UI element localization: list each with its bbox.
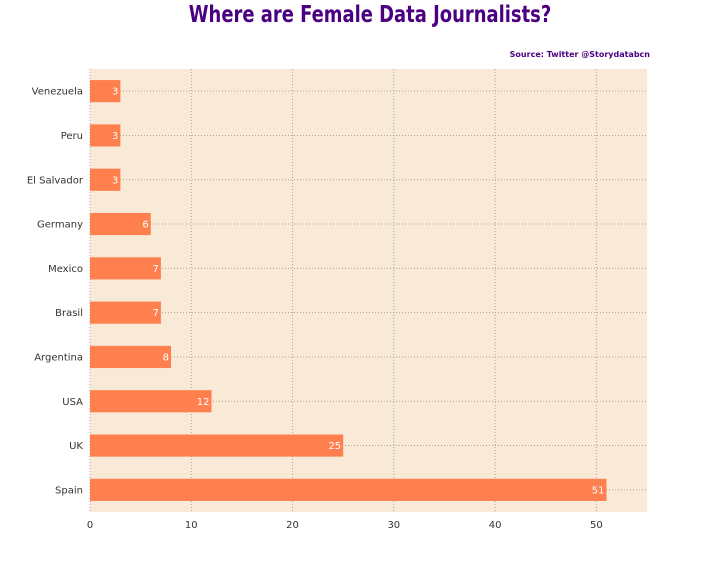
y-tick-label: Peru (61, 131, 83, 142)
data-label: 8 (163, 352, 169, 363)
data-label: 51 (592, 485, 605, 496)
y-tick-label: Argentina (34, 352, 83, 363)
data-label: 3 (112, 131, 118, 142)
bar (90, 345, 172, 369)
x-tick-label: 20 (286, 520, 299, 531)
bar (90, 124, 121, 147)
x-tick-label: 10 (185, 520, 198, 531)
y-tick-label: USA (62, 397, 83, 408)
x-tick-label: 50 (590, 520, 603, 531)
data-label: 6 (142, 220, 148, 231)
data-label: 12 (197, 397, 210, 408)
y-tick-label: El Salvador (27, 175, 84, 186)
bar (90, 257, 161, 280)
x-tick-label: 40 (489, 520, 502, 531)
y-tick-label: Venezuela (32, 87, 83, 98)
bars (90, 80, 607, 501)
data-label: 7 (153, 264, 159, 275)
data-label: 7 (153, 308, 159, 319)
chart-title: Where are Female Data Journalists? (188, 2, 552, 28)
y-tick-label: Brasil (55, 308, 83, 319)
bar (90, 168, 121, 191)
y-tick-label: UK (69, 441, 83, 452)
data-label: 3 (112, 175, 118, 186)
bar (90, 80, 121, 103)
data-label: 3 (112, 87, 118, 98)
x-tick-label: 0 (87, 520, 93, 531)
bar (90, 478, 607, 501)
y-tick-label: Mexico (48, 264, 83, 275)
data-label: 25 (328, 441, 341, 452)
labels: 0 10 20 30 40 50 Venezuela 3 Peru 3 El Salvador 3 Ge… (27, 87, 605, 531)
x-tick-label: 30 (387, 520, 400, 531)
bar (90, 434, 344, 457)
y-tick-label: Germany (37, 220, 83, 231)
bar (90, 301, 161, 324)
bar (90, 390, 212, 413)
y-tick-label: Spain (55, 485, 83, 496)
chart-source: Source: Twitter @Storydatabcn (509, 50, 650, 59)
bar (90, 212, 151, 236)
